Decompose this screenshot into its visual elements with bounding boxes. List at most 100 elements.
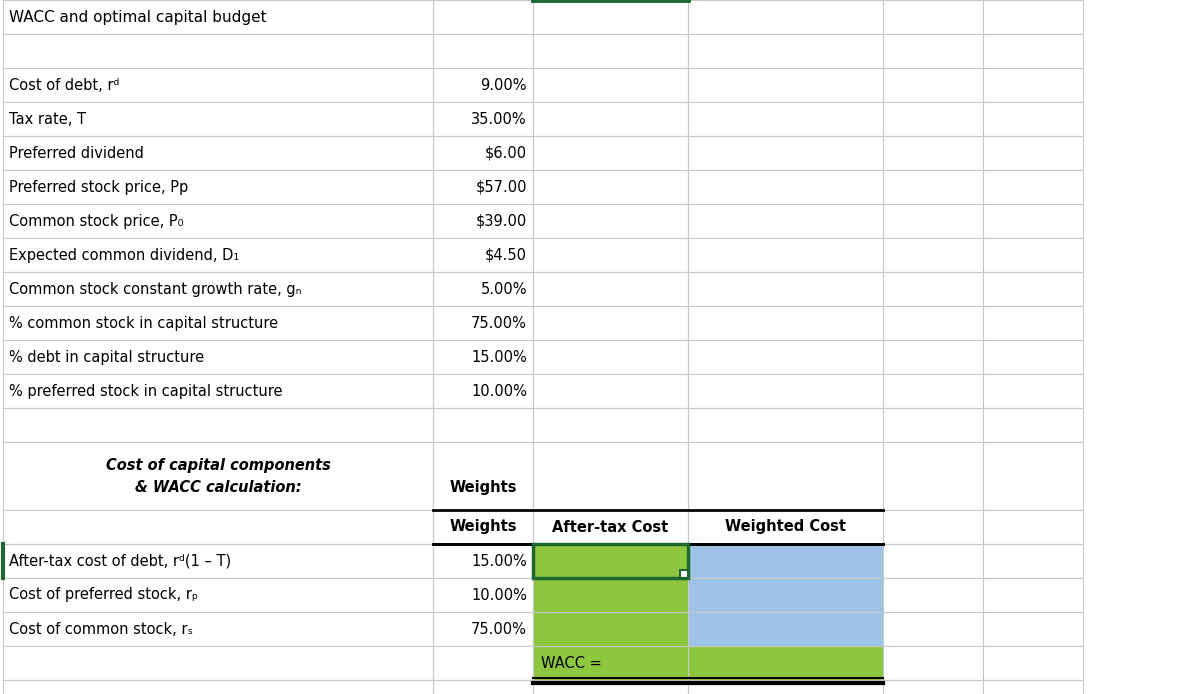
Bar bbox=[983, 170, 1084, 204]
Bar bbox=[433, 34, 533, 68]
Text: Weights: Weights bbox=[449, 520, 517, 534]
Bar bbox=[688, 578, 883, 612]
Bar bbox=[883, 68, 983, 102]
Bar bbox=[688, 136, 883, 170]
Bar bbox=[688, 544, 883, 578]
Text: % debt in capital structure: % debt in capital structure bbox=[10, 350, 204, 364]
Bar bbox=[2, 102, 433, 136]
Bar bbox=[883, 0, 983, 34]
Text: Weighted Cost: Weighted Cost bbox=[725, 520, 846, 534]
Bar bbox=[533, 442, 688, 510]
Text: 75.00%: 75.00% bbox=[472, 622, 527, 636]
Bar bbox=[533, 68, 688, 102]
Bar bbox=[533, 34, 688, 68]
Bar bbox=[2, 68, 433, 102]
Text: 15.00%: 15.00% bbox=[472, 350, 527, 364]
Bar bbox=[433, 238, 533, 272]
Bar bbox=[983, 272, 1084, 306]
Bar bbox=[533, 102, 688, 136]
Bar bbox=[688, 34, 883, 68]
Bar bbox=[433, 204, 533, 238]
Bar bbox=[533, 544, 688, 578]
Text: 10.00%: 10.00% bbox=[472, 384, 527, 398]
Bar bbox=[883, 34, 983, 68]
Bar bbox=[883, 374, 983, 408]
Bar bbox=[883, 102, 983, 136]
Bar bbox=[433, 680, 533, 694]
Bar bbox=[688, 204, 883, 238]
Bar bbox=[983, 204, 1084, 238]
Bar bbox=[433, 408, 533, 442]
Bar bbox=[533, 238, 688, 272]
Text: $4.50: $4.50 bbox=[485, 248, 527, 262]
Bar bbox=[433, 544, 533, 578]
Bar bbox=[433, 646, 533, 680]
Bar bbox=[433, 68, 533, 102]
Text: $39.00: $39.00 bbox=[475, 214, 527, 228]
Bar bbox=[2, 306, 433, 340]
Bar bbox=[883, 646, 983, 680]
Text: 35.00%: 35.00% bbox=[472, 112, 527, 126]
Bar bbox=[2, 612, 433, 646]
Bar bbox=[688, 646, 883, 680]
Bar bbox=[2, 442, 433, 510]
Bar bbox=[533, 612, 688, 646]
Bar bbox=[533, 340, 688, 374]
Text: Cost of preferred stock, rₚ: Cost of preferred stock, rₚ bbox=[10, 588, 198, 602]
Bar bbox=[983, 340, 1084, 374]
Bar bbox=[883, 578, 983, 612]
Text: & WACC calculation:: & WACC calculation: bbox=[134, 480, 301, 496]
Bar bbox=[883, 340, 983, 374]
Bar bbox=[2, 510, 433, 544]
Text: 15.00%: 15.00% bbox=[472, 554, 527, 568]
Bar bbox=[533, 510, 688, 544]
Bar bbox=[533, 578, 688, 612]
Text: Common stock price, P₀: Common stock price, P₀ bbox=[10, 214, 184, 228]
Bar bbox=[2, 680, 433, 694]
Bar bbox=[883, 544, 983, 578]
Bar bbox=[883, 136, 983, 170]
Text: Expected common dividend, D₁: Expected common dividend, D₁ bbox=[10, 248, 239, 262]
Bar bbox=[533, 544, 688, 680]
Bar bbox=[883, 680, 983, 694]
Bar bbox=[983, 0, 1084, 34]
Bar bbox=[883, 272, 983, 306]
Bar bbox=[2, 408, 433, 442]
Text: Cost of common stock, rₛ: Cost of common stock, rₛ bbox=[10, 622, 193, 636]
Bar bbox=[688, 68, 883, 102]
Bar bbox=[983, 578, 1084, 612]
Text: After-tax Cost: After-tax Cost bbox=[552, 520, 668, 534]
Text: Weights: Weights bbox=[449, 480, 517, 496]
Bar bbox=[983, 306, 1084, 340]
Bar bbox=[680, 570, 688, 578]
Bar bbox=[533, 544, 688, 578]
Bar bbox=[883, 442, 983, 510]
Bar bbox=[883, 408, 983, 442]
Bar bbox=[688, 374, 883, 408]
Bar bbox=[533, 374, 688, 408]
Bar bbox=[688, 102, 883, 136]
Bar bbox=[688, 680, 883, 694]
Bar bbox=[688, 340, 883, 374]
Bar bbox=[433, 0, 533, 34]
Text: WACC =: WACC = bbox=[541, 656, 601, 670]
Bar bbox=[2, 544, 433, 578]
Text: 75.00%: 75.00% bbox=[472, 316, 527, 330]
Bar bbox=[688, 612, 883, 646]
Text: 9.00%: 9.00% bbox=[480, 78, 527, 92]
Bar bbox=[688, 238, 883, 272]
Bar bbox=[883, 204, 983, 238]
Bar bbox=[2, 170, 433, 204]
Bar bbox=[688, 0, 883, 34]
Bar bbox=[533, 136, 688, 170]
Bar bbox=[883, 170, 983, 204]
Bar bbox=[433, 170, 533, 204]
Bar bbox=[2, 578, 433, 612]
Bar bbox=[983, 238, 1084, 272]
Text: Tax rate, T: Tax rate, T bbox=[10, 112, 86, 126]
Bar bbox=[533, 204, 688, 238]
Text: Cost of capital components: Cost of capital components bbox=[106, 458, 330, 473]
Text: 5.00%: 5.00% bbox=[480, 282, 527, 296]
Bar bbox=[983, 34, 1084, 68]
Bar bbox=[533, 408, 688, 442]
